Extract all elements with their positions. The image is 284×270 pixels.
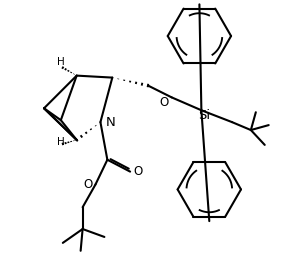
Text: H: H — [57, 137, 65, 147]
Text: O: O — [133, 165, 143, 178]
Text: Si: Si — [198, 109, 210, 122]
Text: N: N — [105, 116, 115, 129]
Text: O: O — [83, 178, 92, 191]
Text: O: O — [159, 96, 168, 109]
Text: H: H — [57, 57, 65, 67]
